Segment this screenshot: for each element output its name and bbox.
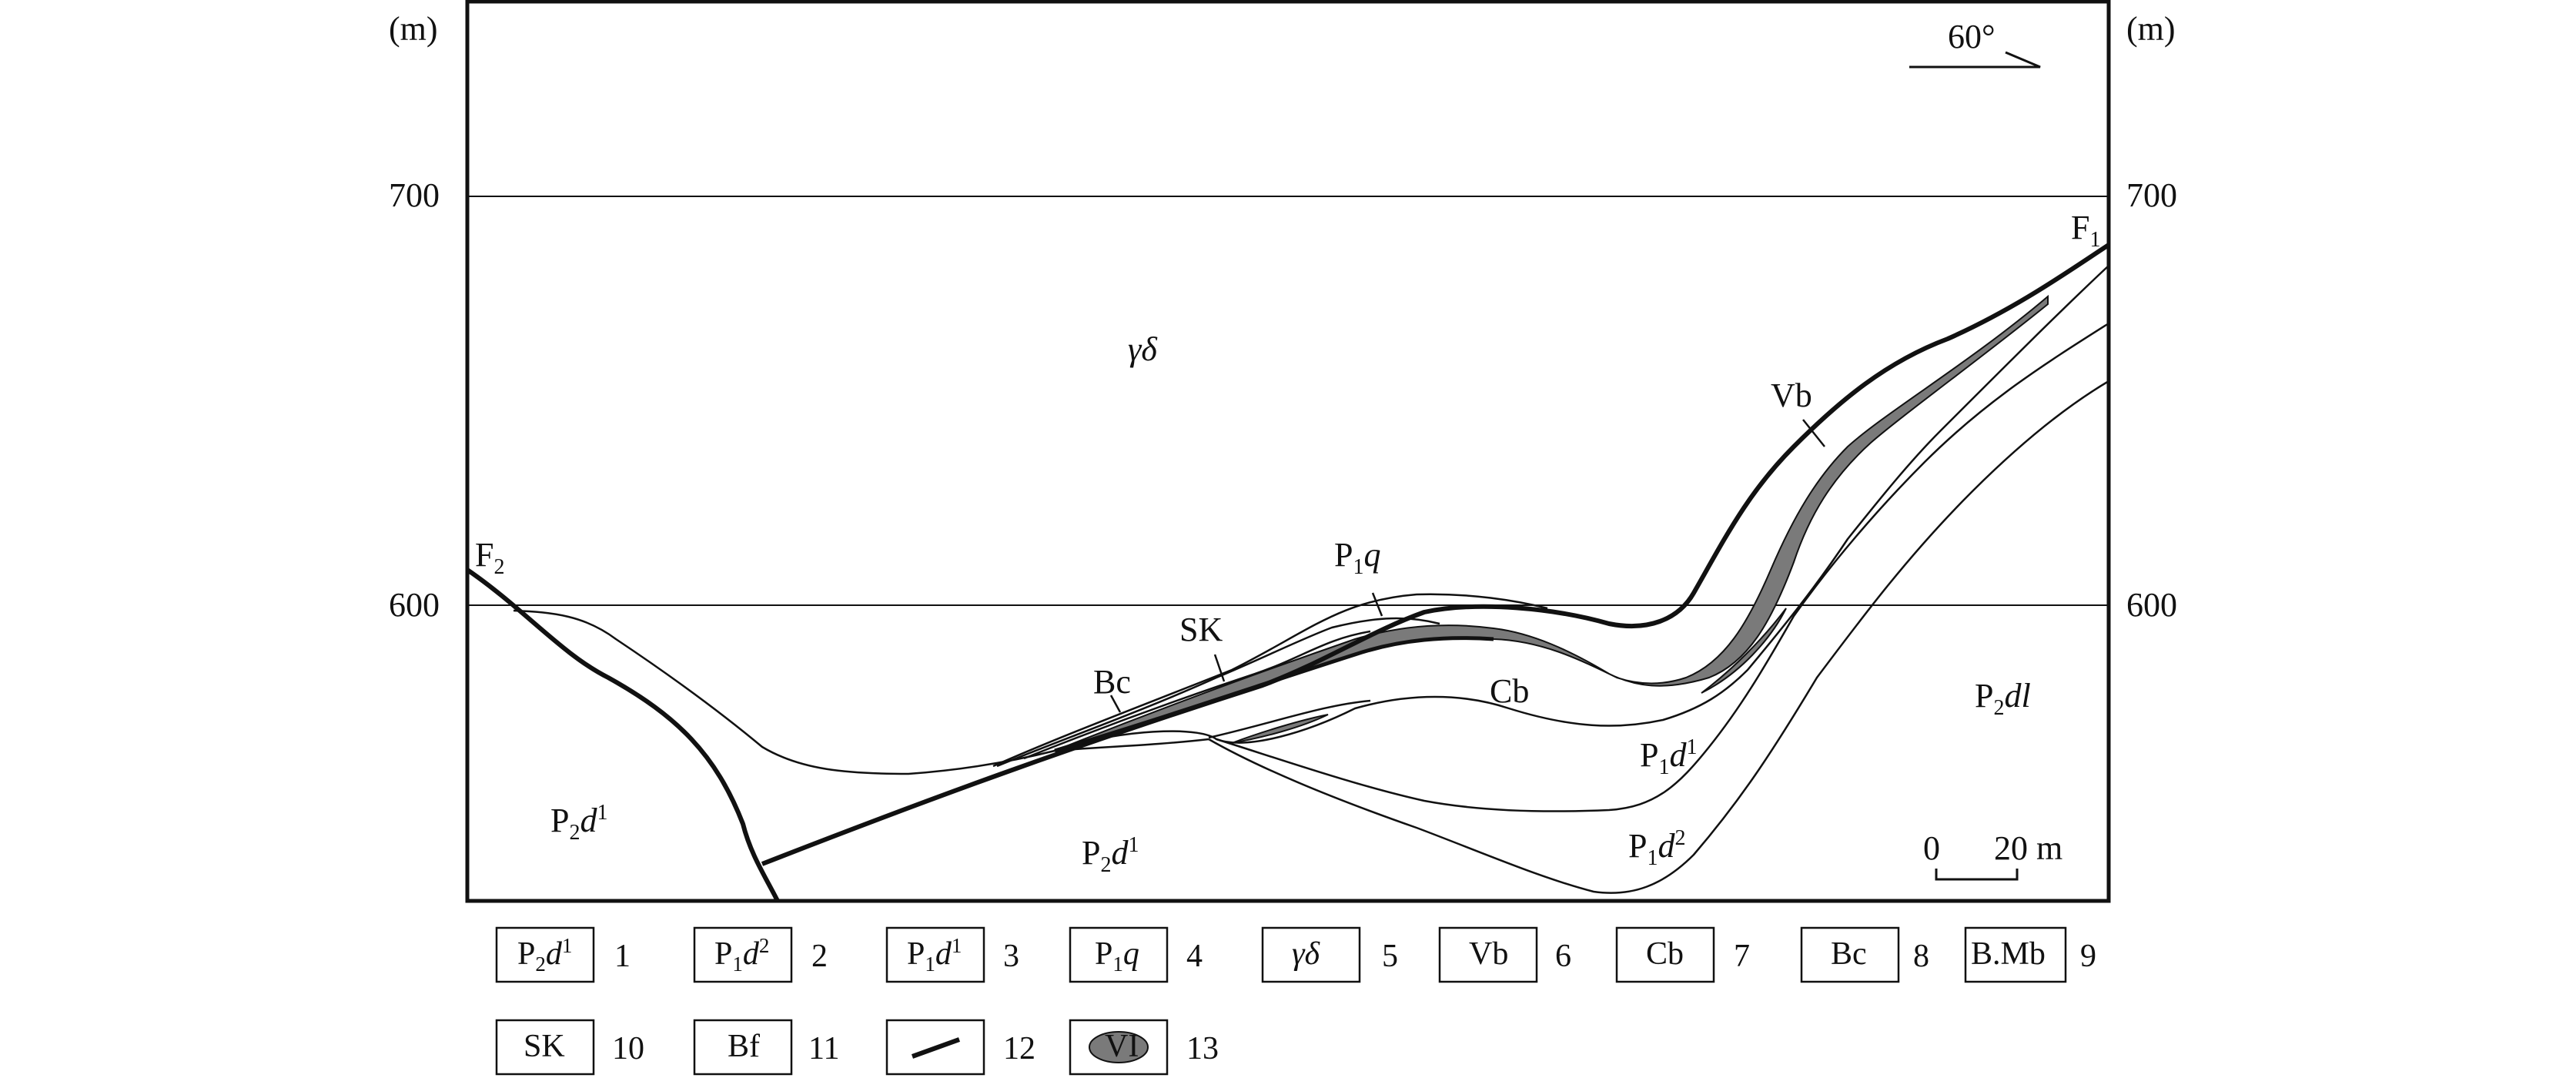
svg-text:Cb: Cb: [1646, 936, 1684, 972]
legend-item-8: Bc 8: [1800, 926, 1929, 983]
contact-8: [1208, 699, 1371, 739]
contact-5: [1216, 322, 2109, 812]
unit-label-right: (m): [2126, 10, 2176, 48]
contact-2: [992, 593, 1548, 768]
scale-twenty: 20 m: [1994, 829, 2062, 867]
orientation-arrow: [1909, 51, 2041, 69]
contact-1: [513, 609, 1055, 775]
legend-item-7: Cb 7: [1615, 926, 1750, 983]
svg-text:Vb: Vb: [1469, 936, 1508, 972]
svg-text:11: 11: [808, 1031, 839, 1066]
ore-body-main: [1054, 294, 2049, 752]
svg-text:12: 12: [1003, 1031, 1035, 1066]
label-Vb: Vb: [1771, 377, 1812, 414]
svg-text:2: 2: [811, 939, 828, 974]
svg-text:7: 7: [1734, 939, 1750, 974]
svg-text:9: 9: [2080, 939, 2096, 974]
label-F1: F1: [2071, 209, 2100, 252]
legend-ore-body-symbol: [1089, 1031, 1149, 1063]
label-P1q: P1q: [1334, 536, 1380, 579]
contact-lower-ore: [1054, 636, 1494, 753]
svg-text:P2d1: P2d1: [517, 934, 572, 976]
svg-text:Bf: Bf: [728, 1029, 760, 1064]
fault-F2: [466, 567, 780, 902]
tick-700-left: 700: [389, 176, 440, 214]
svg-text:Bc: Bc: [1831, 936, 1867, 972]
legend-item-11: Bf 11: [693, 1019, 839, 1076]
leader-lines: [1109, 419, 1825, 713]
legend: P2d1 1 P1d2 2 P1d1 3 P1q 4 γδ 5 Vb 6: [495, 926, 2096, 1076]
tick-600-right: 600: [2126, 586, 2177, 624]
tick-700-right: 700: [2126, 176, 2177, 214]
label-P2d1-left: P2d1: [550, 801, 607, 845]
legend-fault-line-symbol: [911, 1037, 961, 1059]
svg-text:SK: SK: [524, 1029, 565, 1064]
svg-text:P1q: P1q: [1095, 936, 1139, 976]
legend-item-4: P1q 4: [1069, 926, 1203, 983]
svg-text:3: 3: [1003, 939, 1019, 974]
svg-text:5: 5: [1382, 939, 1398, 974]
svg-text:VI: VI: [1105, 1029, 1139, 1064]
label-P1d2: P1d2: [1628, 826, 1685, 870]
label-F2: F2: [475, 536, 504, 579]
ore-lens-small: [1231, 714, 1329, 744]
svg-text:1: 1: [614, 939, 631, 974]
svg-text:6: 6: [1555, 939, 1571, 974]
leader-P1q: [1371, 592, 1383, 617]
contacts-group: [513, 265, 2109, 894]
label-gamma-delta: γδ: [1128, 330, 1158, 368]
label-P2d1-center: P2d1: [1082, 833, 1139, 877]
contact-3: [1023, 630, 1371, 760]
svg-text:P1d1: P1d1: [907, 934, 962, 976]
label-Cb: Cb: [1490, 672, 1529, 710]
svg-text:γδ: γδ: [1292, 936, 1321, 972]
legend-item-12: 12: [885, 1019, 1035, 1076]
scale-zero: 0: [1923, 829, 1940, 867]
svg-text:4: 4: [1186, 939, 1203, 974]
svg-text:10: 10: [612, 1031, 644, 1066]
unit-label-left: (m): [389, 10, 438, 48]
contact-4: [1069, 265, 2109, 747]
legend-item-2: P1d2 2: [693, 926, 828, 983]
scale-bar: [1935, 869, 2019, 881]
svg-text:B.Mb: B.Mb: [1971, 936, 2046, 972]
orientation-angle: 60°: [1948, 18, 1996, 55]
fault-F1: [761, 243, 2110, 866]
section-frame: [465, 0, 2111, 903]
label-P2dl: P2dl: [1975, 677, 2031, 720]
label-SK: SK: [1179, 611, 1223, 648]
legend-item-5: γδ 5: [1261, 926, 1398, 983]
legend-item-10: SK 10: [495, 1019, 644, 1076]
legend-item-13: VI 13: [1069, 1019, 1219, 1076]
legend-item-3: P1d1 3: [885, 926, 1019, 983]
legend-item-9: B.Mb 9: [1964, 926, 2096, 983]
leader-Bc: [1109, 695, 1122, 713]
label-Bc: Bc: [1093, 663, 1131, 701]
leader-Vb: [1802, 419, 1825, 447]
svg-text:13: 13: [1186, 1031, 1219, 1066]
legend-item-6: Vb 6: [1438, 926, 1571, 983]
legend-item-1: P2d1 1: [495, 926, 631, 983]
contact-6: [1208, 380, 2109, 894]
svg-text:8: 8: [1913, 939, 1929, 974]
tick-600-left: 600: [389, 586, 440, 624]
svg-text:P1d2: P1d2: [714, 934, 769, 976]
contact-9: [996, 617, 1440, 768]
leader-SK: [1213, 654, 1226, 682]
contact-7: [1054, 738, 1209, 752]
label-P1d1: P1d1: [1640, 735, 1697, 779]
ore-lens-right: [1701, 608, 1787, 694]
